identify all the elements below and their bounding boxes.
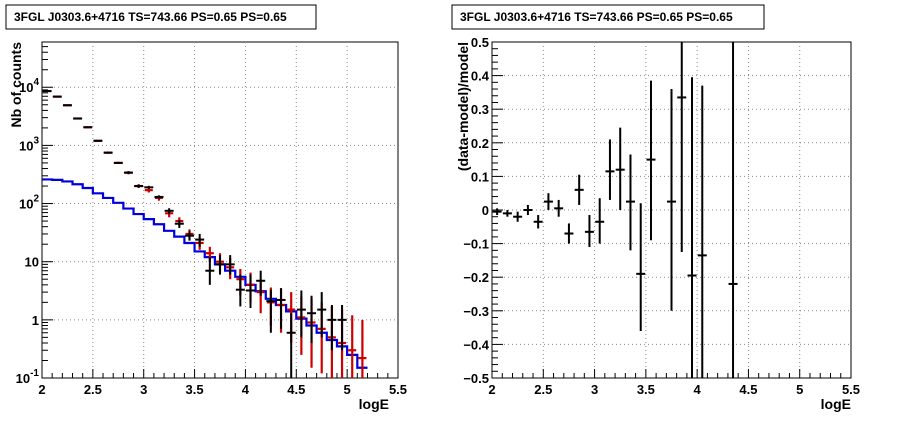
residual-axis-ticks: 2 2.5 3 3.5 4 4.5 5 5.5 0.5 0.4 0.3 0.2 0.1 0 −0.1 −0.2… bbox=[463, 35, 860, 397]
x-tick-label: 3 bbox=[591, 382, 598, 397]
y-tick-base: 1 bbox=[32, 313, 39, 328]
y-tick-label: 103 bbox=[19, 135, 39, 153]
y-tick-label: 0.5 bbox=[471, 35, 489, 50]
y-tick-label: −0.5 bbox=[463, 371, 489, 386]
x-tick-label: 4.5 bbox=[739, 382, 757, 397]
x-tick-label: 2.5 bbox=[84, 382, 102, 397]
y-tick-base: 10 bbox=[19, 197, 33, 212]
y-tick-label: 0.2 bbox=[471, 136, 489, 151]
y-tick-label: 10 bbox=[25, 255, 39, 270]
x-tick-label: 5 bbox=[344, 382, 351, 397]
y-tick-label: 0.3 bbox=[471, 102, 489, 117]
residual-x-axis-label: logE bbox=[821, 396, 851, 412]
y-tick-label: 104 bbox=[19, 77, 39, 95]
y-tick-label: 10-1 bbox=[16, 368, 40, 386]
x-tick-label: 3.5 bbox=[186, 382, 204, 397]
x-tick-label: 4 bbox=[242, 382, 250, 397]
y-tick-exponent: 3 bbox=[33, 135, 39, 146]
x-tick-label: 2 bbox=[488, 382, 495, 397]
y-tick-label: 0 bbox=[482, 203, 489, 218]
y-tick-label: 0.4 bbox=[471, 69, 490, 84]
y-tick-base: 10 bbox=[25, 255, 39, 270]
x-tick-label: 4 bbox=[694, 382, 702, 397]
residual-title: 3FGL J0303.6+4716 TS=743.66 PS=0.65 PS=0… bbox=[460, 10, 733, 24]
residual-y-axis-label: (data-model)/model bbox=[455, 42, 471, 171]
counts-title-box bbox=[5, 4, 317, 30]
y-tick-label: −0.3 bbox=[463, 304, 489, 319]
y-tick-label: 102 bbox=[19, 194, 39, 212]
y-tick-label: 0.1 bbox=[471, 169, 489, 184]
x-tick-label: 3 bbox=[140, 382, 147, 397]
residual-grid bbox=[492, 42, 851, 378]
y-tick-label: −0.1 bbox=[463, 237, 489, 252]
counts-title: 3FGL J0303.6+4716 TS=743.66 PS=0.65 PS=0… bbox=[14, 10, 287, 24]
x-tick-label: 2 bbox=[38, 382, 45, 397]
y-tick-label: −0.2 bbox=[463, 270, 489, 285]
x-tick-label: 4.5 bbox=[287, 382, 305, 397]
y-tick-label: −0.4 bbox=[463, 337, 489, 352]
residual-series bbox=[492, 42, 738, 378]
counts-panel: 3FGL J0303.6+4716 TS=743.66 PS=0.65 PS=0… bbox=[5, 4, 407, 412]
x-tick-label: 5 bbox=[796, 382, 803, 397]
y-tick-exponent: 4 bbox=[33, 77, 39, 88]
y-tick-base: 10 bbox=[19, 80, 33, 95]
x-tick-label: 5.5 bbox=[389, 382, 407, 397]
y-tick-exponent: 2 bbox=[33, 194, 39, 205]
y-tick-exponent: -1 bbox=[30, 368, 39, 379]
counts-y-axis-label: Nb of counts bbox=[8, 42, 24, 128]
counts-x-axis-label: logE bbox=[359, 396, 389, 412]
y-tick-base: 10 bbox=[19, 138, 33, 153]
residual-panel: 3FGL J0303.6+4716 TS=743.66 PS=0.65 PS=0… bbox=[451, 4, 860, 412]
residual-title-box bbox=[451, 4, 765, 30]
data-counts-series bbox=[42, 90, 347, 378]
y-tick-base: 10 bbox=[16, 371, 30, 386]
x-tick-label: 2.5 bbox=[534, 382, 552, 397]
counts-grid bbox=[42, 42, 398, 378]
y-tick-label: 1 bbox=[32, 313, 39, 328]
x-tick-label: 3.5 bbox=[637, 382, 655, 397]
counts-plot-frame bbox=[41, 41, 399, 379]
x-tick-label: 5.5 bbox=[842, 382, 860, 397]
